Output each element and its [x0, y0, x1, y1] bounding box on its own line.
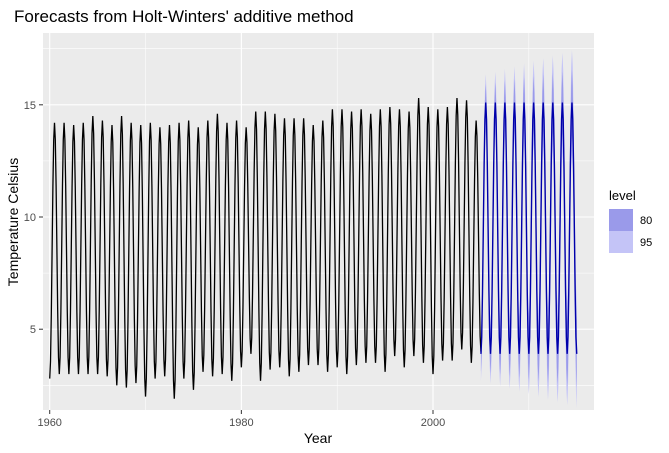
- y-tick-label: 10: [24, 212, 36, 224]
- grid-minor: [43, 33, 594, 410]
- x-tick-label: 1960: [37, 417, 61, 429]
- y-tick-label: 15: [24, 100, 36, 112]
- band-80-area: [480, 69, 577, 388]
- legend: level 80 95: [609, 188, 652, 253]
- forecast-series-line: [480, 102, 578, 354]
- legend-label-80: 80: [640, 215, 652, 227]
- chart-title: Forecasts from Holt-Winters' additive me…: [14, 7, 354, 26]
- interval-80-band: [480, 69, 577, 388]
- x-tick-label: 2000: [421, 417, 445, 429]
- legend-key-80: [609, 209, 633, 231]
- y-tick-label: 5: [30, 324, 36, 336]
- interval-95-band: [480, 50, 577, 408]
- x-axis: 1960 1980 2000: [37, 410, 445, 429]
- legend-label-95: 95: [640, 237, 652, 249]
- observed-series-line: [49, 98, 482, 399]
- x-tick-label: 1980: [229, 417, 253, 429]
- legend-key-95: [609, 231, 633, 253]
- y-axis-label: Temperature Celsius: [5, 158, 21, 286]
- y-axis: 5 10 15: [24, 100, 43, 336]
- x-axis-label: Year: [304, 430, 333, 446]
- band-95-area: [480, 50, 577, 408]
- legend-title: level: [609, 188, 636, 203]
